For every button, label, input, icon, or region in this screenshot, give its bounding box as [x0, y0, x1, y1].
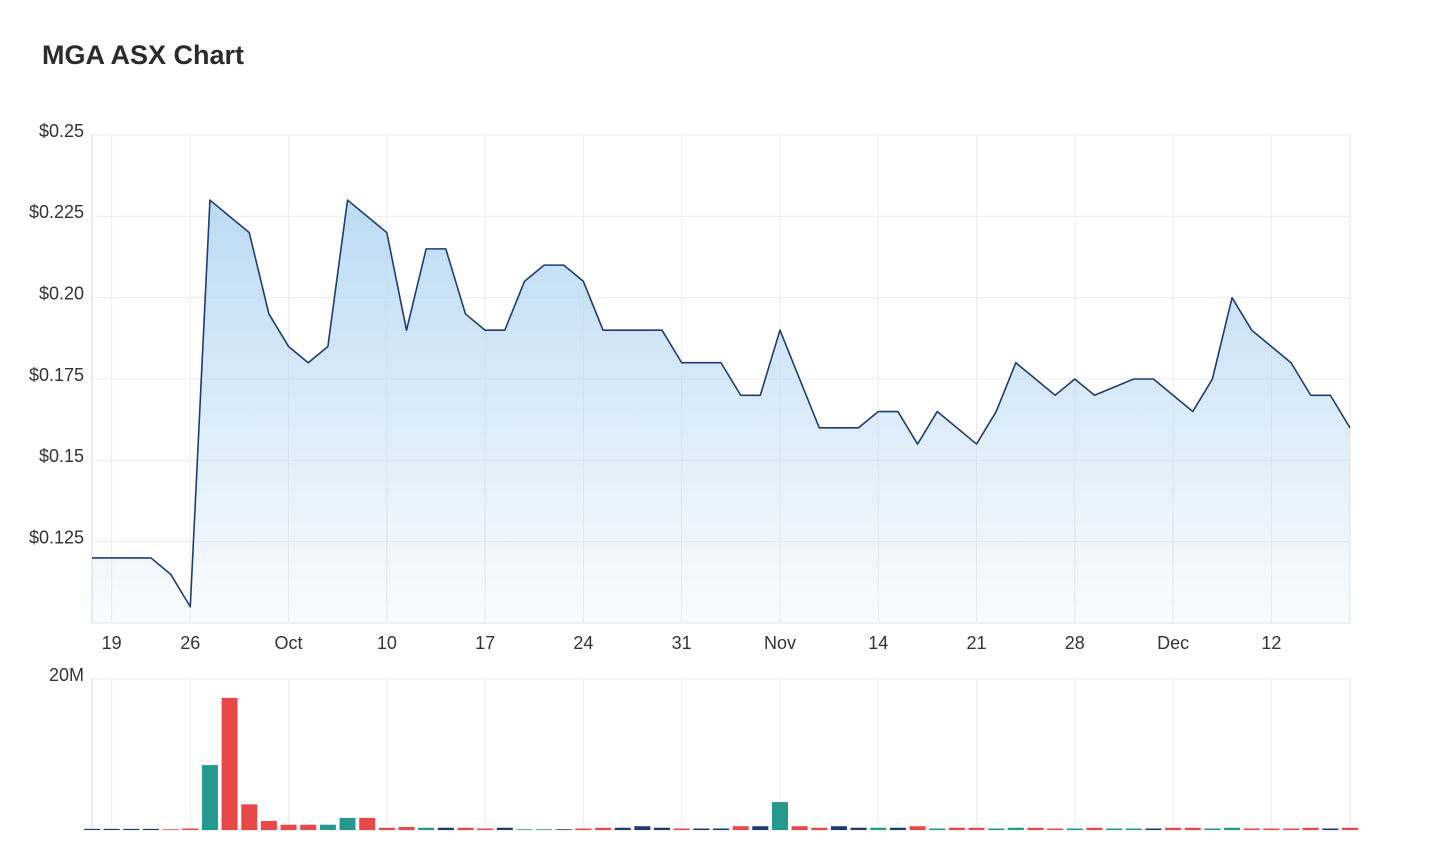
volume-bar — [909, 826, 926, 830]
volume-bar — [771, 802, 788, 830]
x-tick-label: 21 — [967, 633, 987, 653]
x-tick-label: Nov — [764, 633, 796, 653]
x-tick-label: 24 — [573, 633, 593, 653]
y-tick-label: $0.125 — [29, 527, 84, 547]
volume-bar — [634, 826, 651, 830]
volume-bar — [1066, 828, 1083, 830]
price-line — [92, 199, 1351, 608]
volume-bar — [398, 826, 415, 830]
volume-bar — [241, 804, 258, 830]
volume-bar — [339, 817, 356, 830]
area-fill — [92, 200, 1350, 623]
volume-bar — [1322, 828, 1339, 830]
x-tick-label: 17 — [475, 633, 495, 653]
volume-bar — [732, 826, 749, 830]
chart-title: MGA ASX Chart — [42, 40, 244, 70]
volume-bar — [870, 827, 887, 830]
volume-bar — [280, 824, 297, 830]
y-tick-label: 20M — [49, 665, 84, 685]
volume-bar — [752, 826, 769, 830]
volume-bar — [300, 824, 317, 830]
volume-bar — [1224, 827, 1241, 830]
volume-bar — [575, 828, 592, 830]
volume-bar — [457, 827, 474, 830]
volume-bar — [536, 829, 553, 830]
x-tick-label: 14 — [868, 633, 888, 653]
volume-bar — [988, 828, 1005, 830]
volume-bar — [968, 827, 985, 830]
volume-bar — [811, 827, 828, 830]
volume-bar — [142, 828, 159, 830]
volume-bar — [418, 827, 435, 830]
x-tick-label: 28 — [1065, 633, 1085, 653]
volume-bar — [201, 765, 218, 830]
volume-bar — [103, 828, 120, 830]
volume-bar — [791, 826, 808, 830]
volume-bar — [1243, 828, 1260, 830]
volume-bar — [1184, 827, 1201, 830]
volume-bar — [673, 828, 690, 830]
volume-bar — [614, 827, 631, 830]
volume-bar — [1302, 827, 1319, 830]
volume-bar — [1263, 828, 1280, 830]
volume-bar — [477, 828, 494, 830]
volume-bar — [693, 828, 710, 830]
volume-bar — [162, 829, 179, 830]
plot-frame — [91, 678, 1351, 831]
volume-bar — [850, 827, 867, 830]
volume-bar — [889, 827, 906, 830]
volume-bar — [1086, 827, 1103, 830]
volume-bar — [1007, 827, 1024, 830]
volume-bar — [319, 824, 336, 830]
x-tick-label: Dec — [1157, 633, 1189, 653]
volume-bar — [516, 829, 533, 830]
volume-bar — [123, 828, 140, 830]
volume-bar — [929, 828, 946, 830]
x-tick-label: 31 — [672, 633, 692, 653]
y-tick-label: $0.20 — [39, 283, 84, 303]
volume-bar — [496, 827, 513, 830]
y-tick-label: $0.225 — [29, 202, 84, 222]
x-tick-label: 12 — [1261, 633, 1281, 653]
volume-bar — [359, 817, 376, 830]
volume-bar — [182, 828, 199, 830]
volume-bar — [260, 820, 277, 830]
volume-bar — [1342, 827, 1358, 830]
x-tick-label: Oct — [275, 633, 303, 653]
volume-bar — [1125, 828, 1142, 830]
y-tick-label: $0.15 — [39, 446, 84, 466]
volume-bar — [437, 827, 454, 830]
volume-bar — [948, 827, 965, 830]
volume-bar — [555, 829, 572, 830]
volume-bar — [1145, 828, 1162, 830]
volume-bar — [1047, 828, 1064, 830]
volume-bar — [84, 828, 100, 830]
volume-bar — [378, 827, 395, 830]
y-tick-label: $0.25 — [39, 121, 84, 141]
volume-bar — [1027, 827, 1044, 830]
x-tick-label: 10 — [377, 633, 397, 653]
volume-bar — [654, 827, 671, 830]
volume-bar — [595, 827, 612, 830]
x-tick-label: 19 — [102, 633, 122, 653]
volume-bar — [1283, 828, 1300, 830]
volume-bar — [221, 697, 238, 830]
volume-bar — [1165, 827, 1182, 830]
volume-bar — [830, 826, 847, 830]
y-tick-label: $0.175 — [29, 365, 84, 385]
volume-bar — [713, 828, 729, 830]
x-tick-label: 26 — [180, 633, 200, 653]
volume-bar — [1204, 828, 1221, 830]
volume-bar — [1106, 828, 1123, 830]
